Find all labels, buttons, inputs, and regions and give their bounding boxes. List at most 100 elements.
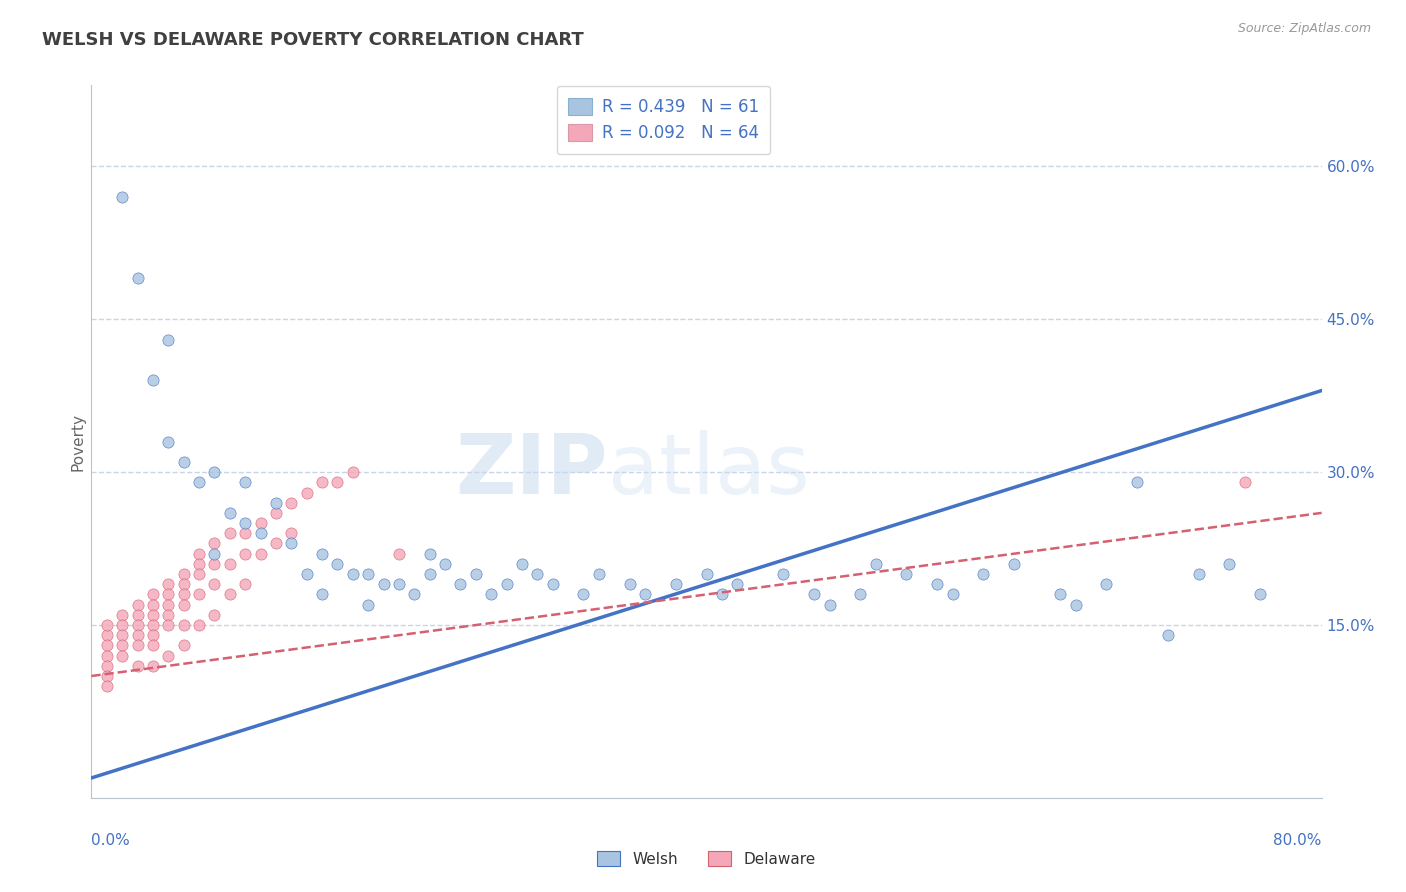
Point — [142, 373, 165, 387]
Point — [357, 567, 380, 582]
Point — [249, 516, 271, 530]
Point — [218, 526, 240, 541]
Point — [96, 648, 118, 663]
Point — [218, 506, 240, 520]
Point — [173, 618, 195, 632]
Point — [572, 587, 595, 601]
Point — [96, 618, 118, 632]
Point — [1233, 475, 1256, 490]
Point — [725, 577, 748, 591]
Point — [1002, 557, 1025, 571]
Text: 0.0%: 0.0% — [91, 833, 131, 847]
Point — [188, 475, 211, 490]
Point — [449, 577, 471, 591]
Point — [127, 639, 149, 653]
Point — [404, 587, 426, 601]
Point — [188, 618, 211, 632]
Point — [111, 628, 134, 642]
Point — [157, 333, 180, 347]
Point — [157, 434, 180, 449]
Point — [634, 587, 657, 601]
Point — [388, 547, 411, 561]
Point — [849, 587, 872, 601]
Point — [157, 577, 180, 591]
Point — [1187, 567, 1209, 582]
Point — [619, 577, 641, 591]
Point — [696, 567, 718, 582]
Text: atlas: atlas — [607, 430, 810, 510]
Point — [419, 567, 441, 582]
Point — [588, 567, 610, 582]
Point — [1095, 577, 1118, 591]
Point — [233, 526, 256, 541]
Point — [233, 547, 256, 561]
Point — [772, 567, 794, 582]
Point — [280, 536, 302, 550]
Point — [419, 547, 441, 561]
Point — [510, 557, 533, 571]
Point — [127, 271, 149, 285]
Point — [1049, 587, 1071, 601]
Point — [342, 567, 364, 582]
Point — [173, 567, 195, 582]
Point — [865, 557, 887, 571]
Point — [1249, 587, 1271, 601]
Point — [157, 618, 180, 632]
Point — [202, 465, 225, 479]
Point — [264, 506, 287, 520]
Point — [111, 648, 134, 663]
Point — [295, 567, 318, 582]
Point — [173, 577, 195, 591]
Point — [311, 587, 333, 601]
Point — [233, 475, 256, 490]
Point — [96, 669, 118, 683]
Point — [96, 658, 118, 673]
Point — [142, 598, 165, 612]
Point — [818, 598, 841, 612]
Point — [311, 547, 333, 561]
Point — [202, 557, 225, 571]
Point — [233, 577, 256, 591]
Point — [295, 485, 318, 500]
Point — [264, 496, 287, 510]
Point — [127, 618, 149, 632]
Point — [665, 577, 688, 591]
Point — [157, 648, 180, 663]
Point — [311, 475, 333, 490]
Point — [111, 607, 134, 622]
Point — [495, 577, 517, 591]
Point — [96, 679, 118, 693]
Point — [142, 628, 165, 642]
Point — [188, 587, 211, 601]
Y-axis label: Poverty: Poverty — [70, 412, 86, 471]
Point — [157, 607, 180, 622]
Point — [942, 587, 965, 601]
Point — [249, 547, 271, 561]
Text: WELSH VS DELAWARE POVERTY CORRELATION CHART: WELSH VS DELAWARE POVERTY CORRELATION CH… — [42, 31, 583, 49]
Point — [173, 598, 195, 612]
Point — [173, 455, 195, 469]
Point — [142, 639, 165, 653]
Point — [127, 607, 149, 622]
Point — [202, 577, 225, 591]
Point — [896, 567, 918, 582]
Legend: R = 0.439   N = 61, R = 0.092   N = 64: R = 0.439 N = 61, R = 0.092 N = 64 — [557, 86, 770, 154]
Text: ZIP: ZIP — [456, 430, 607, 510]
Point — [142, 618, 165, 632]
Point — [202, 547, 225, 561]
Point — [202, 536, 225, 550]
Point — [111, 190, 134, 204]
Point — [541, 577, 564, 591]
Point — [927, 577, 949, 591]
Point — [157, 598, 180, 612]
Point — [233, 516, 256, 530]
Point — [373, 577, 395, 591]
Point — [218, 557, 240, 571]
Point — [434, 557, 457, 571]
Point — [202, 607, 225, 622]
Point — [464, 567, 486, 582]
Text: Source: ZipAtlas.com: Source: ZipAtlas.com — [1237, 22, 1371, 36]
Point — [479, 587, 502, 601]
Text: 80.0%: 80.0% — [1274, 833, 1322, 847]
Point — [96, 639, 118, 653]
